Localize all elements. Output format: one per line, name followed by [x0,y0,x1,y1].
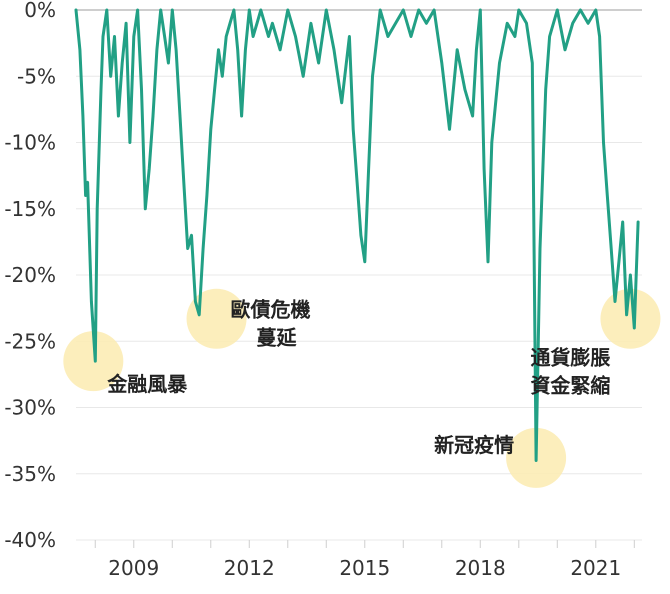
x-tick-label: 2021 [570,556,621,580]
x-tick-label: 2012 [224,556,275,580]
event-label: 金融風暴 [106,372,188,396]
y-tick-label: -40% [4,528,56,552]
y-tick-label: -15% [4,197,56,221]
y-tick-label: -10% [4,131,56,155]
event-label: 資金緊縮 [530,374,610,398]
y-tick-label: -5% [17,64,56,88]
event-label: 通貨膨脹 [530,346,610,370]
event-label: 歐債危機 [231,298,311,322]
event-highlight-circle [600,288,661,349]
event-highlight-circle [63,331,124,392]
series-layer [74,8,640,462]
y-tick-label: -20% [4,263,56,287]
x-tick-label: 2015 [339,556,390,580]
x-tick-label: 2009 [108,556,159,580]
y-tick-label: -25% [4,329,56,353]
x-tick-label: 2018 [455,556,506,580]
y-tick-label: 0% [24,0,56,22]
drawdown-series-line [74,8,640,462]
y-tick-label: -30% [4,396,56,420]
event-label: 蔓延 [257,326,298,350]
y-axis: 0% -5% -10% -15% -20% -25% -30% -35% -40% [4,0,56,552]
event-label: 新冠疫情 [434,433,514,457]
event-highlight-circle [186,288,247,349]
y-tick-label: -35% [4,462,56,486]
x-axis: 2009 2012 2015 2018 2021 [94,540,635,580]
grid-lines [76,9,642,541]
